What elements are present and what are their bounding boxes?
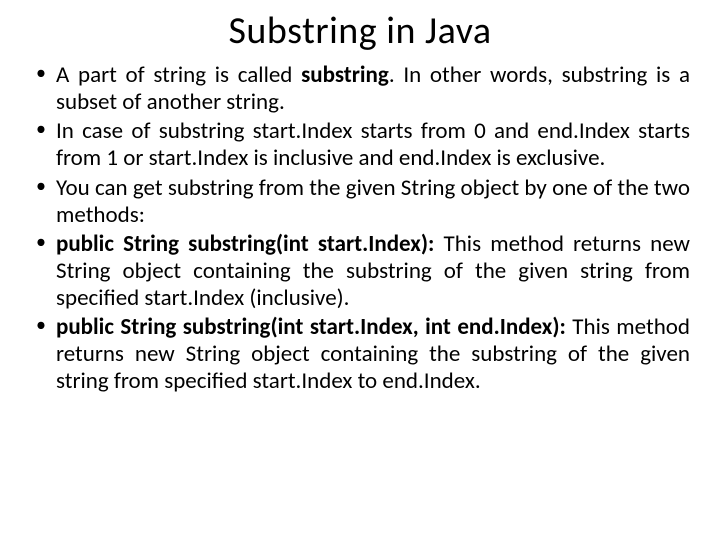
slide-title: Substring in Java [30,8,690,54]
bullet-text: You can get substring from the given Str… [56,174,690,229]
bullet-list: A part of string is called substring. In… [30,62,690,396]
list-item: In case of substring start.Index starts … [30,118,690,172]
bullet-text-bold: public String substring(int start.Index)… [56,230,434,258]
list-item: public String substring(int start.Index,… [30,314,690,395]
bullet-text: In case of substring start.Index starts … [56,117,690,172]
bullet-text-bold: substring [301,61,389,89]
list-item: public String substring(int start.Index)… [30,231,690,312]
list-item: A part of string is called substring. In… [30,62,690,116]
bullet-text-pre: A part of string is called [56,61,301,89]
list-item: You can get substring from the given Str… [30,175,690,229]
bullet-text-bold: public String substring(int start.Index,… [56,313,566,341]
